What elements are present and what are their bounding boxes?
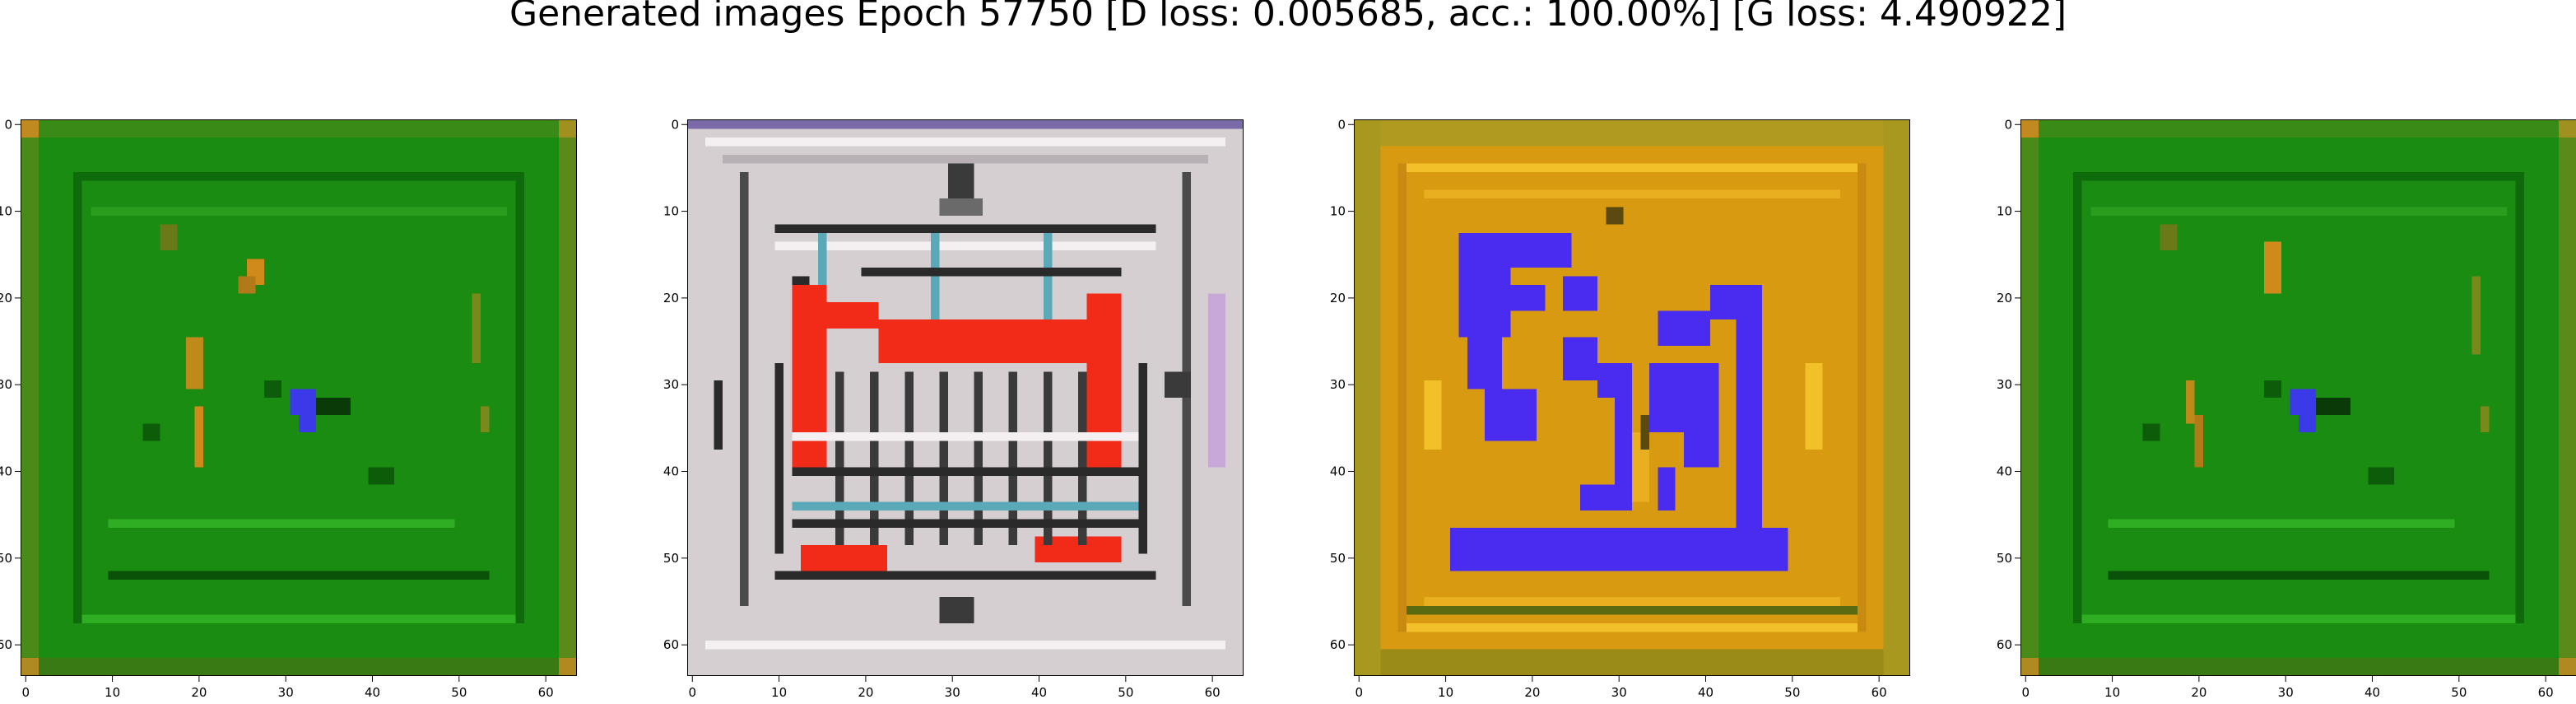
x-tick-label: 50 (2451, 685, 2467, 700)
y-tick-label: 20 (663, 291, 679, 305)
y-tick-label: 20 (1330, 291, 1346, 305)
x-tick-label: 0 (1355, 685, 1363, 700)
x-tick-label: 20 (1524, 685, 1540, 700)
generated-image-4 (2020, 119, 2576, 676)
image-panel-4: 0 10 20 30 40 50 60 0 10 20 30 40 50 60 (1997, 117, 2576, 700)
figure-title: Generated images Epoch 57750 [D loss: 0.… (509, 0, 2067, 35)
x-tick-label: 60 (2538, 685, 2554, 700)
axes-ticks-4: 0 10 20 30 40 50 60 0 10 20 30 40 50 60 (1997, 117, 2554, 700)
y-tick-label: 40 (0, 464, 12, 479)
x-tick-label: 20 (858, 685, 873, 700)
y-tick-label: 10 (1997, 204, 2012, 219)
y-tick-label: 0 (2004, 117, 2012, 132)
x-tick-label: 40 (365, 685, 380, 700)
y-tick-label: 50 (0, 551, 12, 566)
x-tick-label: 40 (1031, 685, 1047, 700)
x-tick-label: 60 (538, 685, 554, 700)
x-tick-label: 40 (2364, 685, 2380, 700)
x-tick-label: 60 (1205, 685, 1221, 700)
y-tick-label: 50 (1997, 551, 2012, 566)
y-tick-label: 60 (663, 637, 679, 652)
y-tick-label: 20 (1997, 291, 2012, 305)
y-tick-label: 30 (1997, 377, 2012, 392)
generated-image-2 (687, 119, 1244, 676)
y-tick-label: 50 (1330, 551, 1346, 566)
x-tick-label: 50 (1118, 685, 1133, 700)
axes-ticks-3: 0 10 20 30 40 50 60 0 10 20 30 40 50 60 (1330, 117, 1887, 700)
y-tick-label: 50 (663, 551, 679, 566)
y-tick-label: 0 (671, 117, 679, 132)
x-tick-label: 20 (191, 685, 207, 700)
x-tick-label: 20 (2191, 685, 2206, 700)
y-tick-label: 40 (663, 464, 679, 479)
y-tick-label: 40 (1997, 464, 2012, 479)
x-tick-label: 10 (105, 685, 120, 700)
x-tick-label: 0 (688, 685, 696, 700)
y-tick-label: 10 (0, 204, 12, 219)
x-tick-label: 60 (1872, 685, 1887, 700)
y-tick-label: 0 (4, 117, 12, 132)
y-tick-label: 40 (1330, 464, 1346, 479)
x-tick-label: 0 (2021, 685, 2030, 700)
x-tick-label: 10 (2104, 685, 2120, 700)
x-tick-label: 50 (451, 685, 467, 700)
image-panel-3: 0 10 20 30 40 50 60 0 10 20 30 40 50 60 (1330, 117, 1910, 700)
x-tick-label: 10 (771, 685, 787, 700)
x-tick-label: 10 (1438, 685, 1453, 700)
x-tick-label: 40 (1698, 685, 1713, 700)
y-tick-label: 30 (0, 377, 12, 392)
x-tick-label: 30 (278, 685, 294, 700)
y-tick-label: 60 (1330, 637, 1346, 652)
x-tick-label: 30 (2278, 685, 2294, 700)
y-tick-label: 30 (663, 377, 679, 392)
x-tick-label: 50 (1784, 685, 1800, 700)
image-panel-2: 0 10 20 30 40 50 60 0 10 20 30 40 50 60 (663, 117, 1244, 700)
y-tick-label: 30 (1330, 377, 1346, 392)
x-tick-label: 0 (21, 685, 30, 700)
axes-ticks-2: 0 10 20 30 40 50 60 0 10 20 30 40 50 60 (663, 117, 1221, 700)
axes-ticks-1: 0 10 20 30 40 50 60 0 10 20 30 40 50 60 (0, 117, 554, 700)
y-tick-label: 60 (0, 637, 12, 652)
y-tick-label: 10 (663, 204, 679, 219)
x-tick-label: 30 (1611, 685, 1627, 700)
generated-image-3 (1354, 119, 1910, 676)
y-tick-label: 20 (0, 291, 12, 305)
x-tick-label: 30 (945, 685, 960, 700)
generated-image-1 (21, 119, 577, 676)
image-panel-1: 0 10 20 30 40 50 60 0 10 20 30 40 50 60 (0, 117, 577, 700)
y-tick-label: 0 (1337, 117, 1346, 132)
y-tick-label: 10 (1330, 204, 1346, 219)
y-tick-label: 60 (1997, 637, 2012, 652)
